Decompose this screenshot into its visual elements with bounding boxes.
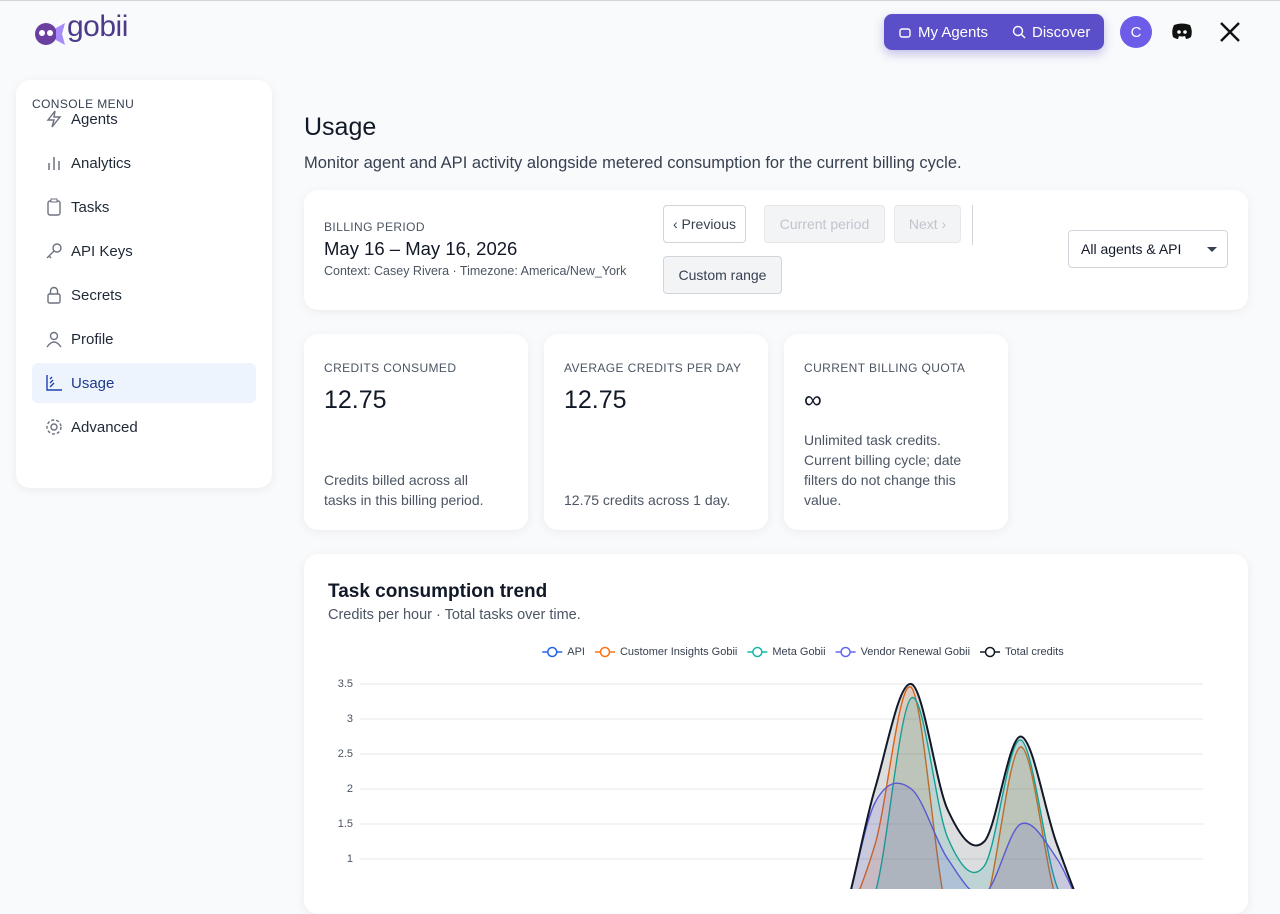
stat-label: AVERAGE CREDITS PER DAY xyxy=(564,361,742,375)
legend-marker xyxy=(984,646,996,658)
menu-item[interactable]: Agents xyxy=(32,99,256,139)
series-line xyxy=(850,683,1075,889)
legend-item: API xyxy=(542,646,585,658)
chart-subtitle: Credits per hour · Total tasks over time… xyxy=(328,607,581,623)
y-tick-label: 2 xyxy=(347,783,353,795)
menu-icon xyxy=(46,331,62,348)
billing-card: BILLING PERIOD May 16 – May 16, 2026 Con… xyxy=(304,190,1248,310)
menu-label: Advanced xyxy=(71,418,138,436)
discord-icon[interactable] xyxy=(1171,22,1193,40)
current-period-button: Current period xyxy=(764,205,885,243)
series-line xyxy=(859,686,1055,889)
menu-label: Tasks xyxy=(71,198,110,216)
billing-range: May 16 – May 16, 2026 xyxy=(324,238,518,259)
menu-icon xyxy=(47,286,61,304)
series-line xyxy=(875,697,1059,889)
previous-button[interactable]: ‹ Previous xyxy=(663,205,746,243)
menu-item[interactable]: Usage xyxy=(32,363,256,403)
legend-item: Total credits xyxy=(980,646,1064,658)
menu-label: Agents xyxy=(71,110,118,128)
menu-label: Usage xyxy=(71,374,115,392)
series-line xyxy=(850,782,1074,889)
filter-label: All agents & API xyxy=(1081,241,1182,257)
legend-label: Total credits xyxy=(1005,646,1064,658)
series-area xyxy=(851,683,1074,889)
menu-item[interactable]: Tasks xyxy=(32,187,256,227)
menu-label: Secrets xyxy=(71,286,122,304)
y-tick-label: 3.5 xyxy=(338,678,353,690)
stat-value: ∞ xyxy=(804,386,822,414)
menu-item[interactable]: API Keys xyxy=(32,231,256,271)
custom-range-button[interactable]: Custom range xyxy=(663,256,782,294)
billing-context: Context: Casey Rivera · Timezone: Americ… xyxy=(324,264,627,278)
menu-item[interactable]: Profile xyxy=(32,319,256,359)
sidebar-title: CONSOLE MENU xyxy=(32,97,135,111)
stat-label: CURRENT BILLING QUOTA xyxy=(804,361,966,375)
legend: API Customer Insights Gobii Meta Gobii Vend… xyxy=(542,646,1064,658)
logo-icon xyxy=(35,23,65,45)
legend-marker xyxy=(599,646,611,658)
stat-card: CURRENT BILLING QUOTA ∞ Unlimited task cre… xyxy=(784,334,1008,530)
stat-card: AVERAGE CREDITS PER DAY 12.75 12.75 credit… xyxy=(544,334,768,530)
discover-label: Discover xyxy=(1032,23,1091,41)
page-subtitle: Monitor agent and API activity alongside… xyxy=(304,154,962,172)
stat-note: Credits billed across all tasks in this … xyxy=(324,472,484,508)
menu-icon xyxy=(46,243,62,259)
my-agents[interactable]: My Agents xyxy=(898,14,988,50)
menu-item[interactable]: Analytics xyxy=(32,143,256,183)
top-border xyxy=(0,0,1280,1)
sidebar: CONSOLE MENU Agents Analytics Tasks API Key… xyxy=(16,80,272,488)
y-tick-label: 1.5 xyxy=(338,818,353,830)
legend-item: Vendor Renewal Gobii xyxy=(835,646,970,658)
legend-marker xyxy=(547,646,558,658)
my-agents-label: My Agents xyxy=(918,23,989,41)
menu-label: API Keys xyxy=(71,242,133,260)
stat-value: 12.75 xyxy=(324,386,387,414)
filter-select[interactable]: All agents & API xyxy=(1068,230,1228,268)
chart: 1 1.5 2 2.5 3 3.5 API Customer Insights Gobii Me… xyxy=(338,646,1203,889)
billing-label: BILLING PERIOD xyxy=(324,220,425,234)
menu-item[interactable]: Advanced xyxy=(32,407,256,447)
page: gobii My Agents Discover C CONSOLE MENU … xyxy=(0,0,1280,889)
series-area xyxy=(876,697,1059,889)
legend-label: Vendor Renewal Gobii xyxy=(861,646,970,658)
next-button: Next › xyxy=(894,205,961,243)
discover[interactable]: Discover xyxy=(1012,14,1090,50)
menu-icon xyxy=(46,375,62,391)
y-tick-label: 3 xyxy=(347,713,353,725)
nav-group xyxy=(884,14,1104,50)
series-area xyxy=(851,783,1073,889)
stat-value: 12.75 xyxy=(564,386,627,414)
stat-card: CREDITS CONSUMED 12.75 Credits billed acro… xyxy=(304,334,528,530)
y-tick-label: 1 xyxy=(347,853,353,865)
page-title: Usage xyxy=(304,113,377,141)
stat-note: 12.75 credits across 1 day. xyxy=(564,492,731,508)
menu-icon xyxy=(48,157,60,170)
menu-label: Analytics xyxy=(71,154,132,172)
x-icon[interactable] xyxy=(1220,22,1240,42)
menu-label: Profile xyxy=(71,330,114,348)
stat-label: CREDITS CONSUMED xyxy=(324,361,457,375)
legend-label: API xyxy=(567,646,585,658)
legend-marker xyxy=(840,646,851,658)
series-area xyxy=(859,687,1054,889)
legend-marker xyxy=(752,646,763,658)
legend-item: Meta Gobii xyxy=(747,646,826,658)
divider xyxy=(972,205,973,245)
legend-item: Customer Insights Gobii xyxy=(594,646,737,658)
y-tick-label: 2.5 xyxy=(338,748,353,760)
menu-icon xyxy=(47,198,61,216)
avatar[interactable]: C xyxy=(1120,16,1152,48)
menu-icon xyxy=(46,110,62,128)
menu-icon xyxy=(46,419,62,435)
brand[interactable]: gobii xyxy=(67,10,128,43)
stat-note: Unlimited task credits. Current billing … xyxy=(804,432,962,508)
legend-label: Meta Gobii xyxy=(772,646,825,658)
chart-card: Task consumption trend Credits per hour … xyxy=(304,554,1248,914)
chart-title: Task consumption trend xyxy=(328,581,548,602)
menu-item[interactable]: Secrets xyxy=(32,275,256,315)
legend-label: Customer Insights Gobii xyxy=(620,646,737,658)
